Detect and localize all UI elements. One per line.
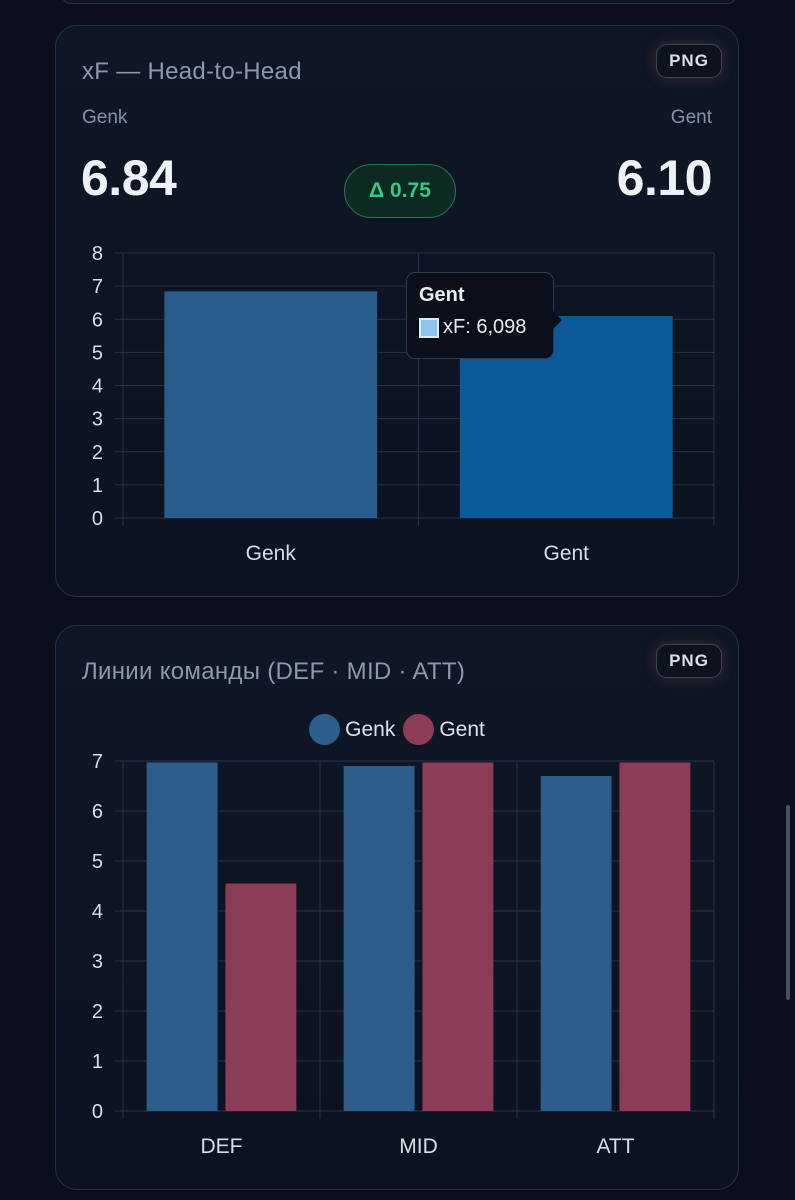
h2h-card: xF — Head-to-Head PNG Genk Gent 6.84 6.1…: [55, 25, 739, 597]
h2h-ytick-label: 1: [92, 475, 103, 497]
chart-legend: Genk Gent: [56, 714, 738, 745]
h2h-ytick-label: 8: [92, 243, 103, 265]
lines-bar-mid-genk: [343, 766, 415, 1111]
lines-ytick-label: 3: [92, 951, 103, 973]
legend-label-gent: Gent: [439, 717, 485, 741]
lines-bar-mid-gent: [422, 762, 494, 1111]
tooltip-swatch: [419, 317, 439, 338]
h2h-title: xF — Head-to-Head: [82, 58, 302, 85]
tooltip-value: xF: 6,098: [443, 316, 527, 338]
h2h-ytick-label: 3: [92, 409, 103, 431]
team-left-label: Genk: [82, 107, 128, 128]
lines-bar-def-gent: [225, 883, 297, 1111]
team-right-label: Gent: [670, 107, 712, 128]
lines-title: Линии команды (DEF · MID · ATT): [82, 658, 466, 685]
legend-item-genk[interactable]: Genk: [309, 714, 395, 745]
lines-xtick-label: ATT: [596, 1135, 634, 1158]
tooltip-title: Gent: [419, 284, 465, 306]
lines-bar-att-genk: [540, 776, 612, 1111]
h2h-ytick-label: 2: [92, 442, 103, 464]
lines-ytick-label: 2: [92, 1001, 103, 1023]
h2h-ytick-label: 7: [92, 276, 103, 298]
lines-ytick-label: 7: [92, 751, 103, 773]
h2h-ytick-label: 5: [92, 342, 103, 364]
lines-card: Линии команды (DEF · MID · ATT) PNG Genk…: [55, 625, 739, 1190]
lines-xtick-label: DEF: [201, 1135, 243, 1158]
lines-bar-att-gent: [619, 762, 691, 1111]
h2h-ytick-label: 6: [92, 309, 103, 331]
lines-export-png-button[interactable]: PNG: [656, 644, 722, 678]
lines-bar-chart[interactable]: 0 1 2 3 4 5 6 7 DEF MID ATT: [56, 626, 740, 1191]
lines-bar-def-genk: [146, 762, 218, 1111]
h2h-bar-chart[interactable]: 0 1 2 3 4 5 6 7 8 Genk Gent: [56, 26, 740, 598]
h2h-export-png-button[interactable]: PNG: [656, 44, 722, 78]
legend-label-genk: Genk: [345, 717, 396, 741]
h2h-bar-genk: [164, 291, 378, 518]
previous-card-edge: [62, 0, 736, 4]
chart-tooltip: Gent xF: 6,098: [406, 272, 562, 359]
lines-ytick-label: 4: [92, 901, 103, 923]
h2h-xtick-label: Genk: [246, 542, 297, 565]
lines-xtick-label: MID: [399, 1135, 438, 1158]
lines-ytick-label: 0: [92, 1101, 103, 1123]
lines-ytick-label: 6: [92, 801, 103, 823]
lines-ytick-label: 1: [92, 1051, 103, 1073]
h2h-ytick-label: 4: [92, 376, 103, 398]
tooltip-row: xF: 6,098: [419, 316, 541, 339]
legend-item-gent[interactable]: Gent: [403, 714, 485, 745]
delta-badge: Δ 0.75: [344, 164, 456, 218]
lines-ytick-label: 5: [92, 851, 103, 873]
h2h-xtick-label: Gent: [543, 542, 589, 565]
page-scrollbar[interactable]: [786, 805, 790, 1000]
legend-dot-genk: [309, 714, 341, 745]
legend-dot-gent: [403, 714, 435, 745]
team-right-value: 6.10: [616, 150, 713, 206]
h2h-ytick-label: 0: [92, 508, 103, 530]
team-left-value: 6.84: [81, 150, 177, 206]
